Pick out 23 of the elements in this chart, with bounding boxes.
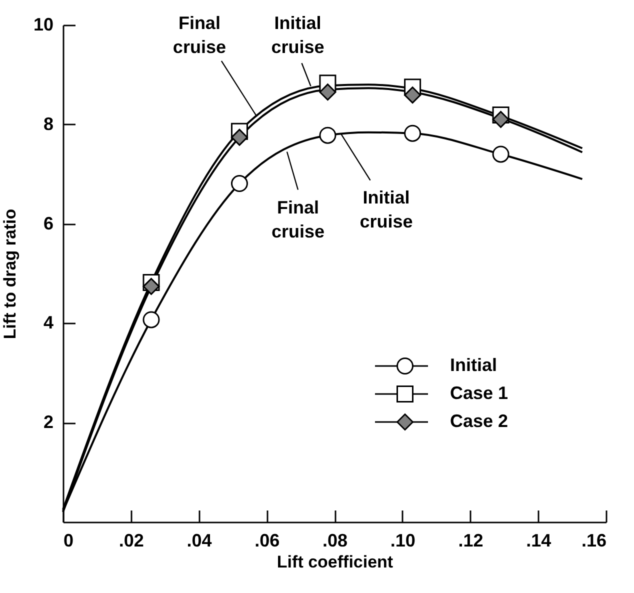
annotation: Initial cruise: [360, 187, 413, 232]
x-tick-label: .16: [581, 530, 606, 550]
y-tick-label: 6: [43, 213, 54, 234]
legend-label: Case 1: [450, 383, 508, 403]
x-axis-title: Lift coefficient: [276, 552, 394, 572]
y-tick-label: 2: [43, 412, 54, 432]
x-tick-label: .08: [322, 530, 348, 550]
annotation: Initial cruise: [271, 13, 324, 58]
y-tick-label: 10: [33, 14, 54, 34]
x-tick-label: .12: [458, 530, 484, 550]
x-tick-label: .04: [186, 530, 212, 550]
x-tick-label: .06: [254, 530, 280, 550]
annotation: Final cruise: [172, 12, 226, 57]
x-tick-label: .10: [390, 530, 416, 550]
annotation: Final cruise: [271, 198, 325, 242]
x-tick-label: .14: [526, 530, 552, 550]
x-tick-label: .02: [118, 530, 144, 550]
x-tick-label: 0: [64, 530, 74, 550]
y-tick-label: 8: [43, 114, 54, 134]
legend-label: Case 2: [450, 411, 508, 431]
legend-label: Initial: [450, 355, 498, 375]
y-axis-title: Lift to drag ratio: [0, 208, 20, 340]
y-tick-label: 4: [43, 312, 54, 333]
